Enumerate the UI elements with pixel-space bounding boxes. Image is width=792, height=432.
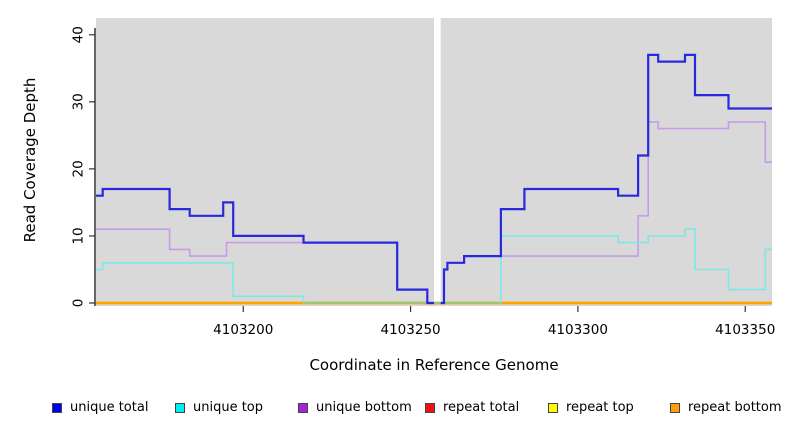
series-unique-top bbox=[96, 262, 305, 303]
y-tick-label: 20 bbox=[71, 160, 87, 177]
series-unique-top bbox=[500, 228, 772, 303]
x-axis-title: Coordinate in Reference Genome bbox=[309, 356, 559, 374]
series-unique-total bbox=[96, 187, 434, 305]
unique-top-swatch-icon bbox=[175, 403, 185, 413]
legend-item-unique-top: unique top bbox=[175, 398, 263, 418]
unique-bottom-swatch-icon bbox=[298, 403, 308, 413]
y-tick-label: 40 bbox=[71, 26, 87, 43]
y-tick-label: 0 bbox=[71, 299, 87, 308]
x-tick-label: 4103200 bbox=[213, 322, 273, 338]
x-tick-label: 4103250 bbox=[381, 322, 441, 338]
repeat-top-swatch-icon bbox=[548, 403, 558, 413]
legend-label: unique total bbox=[70, 400, 149, 415]
legend-label: repeat top bbox=[566, 400, 634, 415]
legend-item-repeat-total: repeat total bbox=[425, 398, 519, 418]
series-unique-total bbox=[440, 53, 772, 305]
legend-item-repeat-top: repeat top bbox=[548, 398, 634, 418]
legend-item-unique-bottom: unique bottom bbox=[298, 398, 412, 418]
y-tick-label: 10 bbox=[71, 227, 87, 244]
y-axis-title: Read Coverage Depth bbox=[21, 77, 39, 243]
legend-label: unique top bbox=[193, 400, 264, 415]
legend-label: repeat total bbox=[443, 400, 520, 415]
legend-item-unique-total: unique total bbox=[52, 398, 148, 418]
legend-label: unique bottom bbox=[316, 400, 412, 415]
legend-label: repeat bottom bbox=[688, 400, 782, 415]
repeat-total-swatch-icon bbox=[425, 403, 435, 413]
legend: unique total unique top unique bottom re… bbox=[0, 398, 792, 420]
repeat-bottom-swatch-icon bbox=[670, 403, 680, 413]
y-tick-label: 30 bbox=[71, 93, 87, 110]
no-data-gap-band bbox=[434, 18, 441, 302]
x-tick-label: 4103350 bbox=[715, 322, 775, 338]
legend-item-repeat-bottom: repeat bottom bbox=[670, 398, 782, 418]
unique-total-swatch-icon bbox=[52, 403, 62, 413]
x-tick-label: 4103300 bbox=[548, 322, 608, 338]
